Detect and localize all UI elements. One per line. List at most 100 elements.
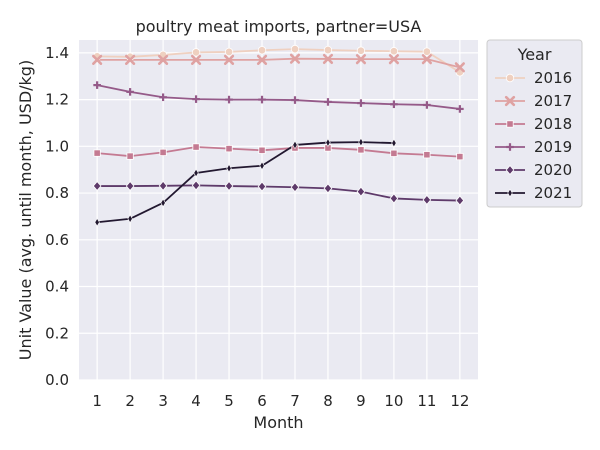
series-2020-point [323, 183, 333, 194]
series-2021-point [259, 161, 265, 171]
series-2017-point [190, 54, 202, 65]
series-2019-line [96, 84, 460, 110]
legend-label: 2020 [534, 161, 572, 179]
series-2016-point [224, 47, 234, 57]
legend-entry: 2016 [495, 69, 572, 87]
series-2020-point [356, 186, 366, 197]
series-2016-line [97, 48, 461, 74]
series-2018-point [159, 148, 167, 156]
y-tick-label: 0.8 [45, 184, 69, 202]
series-markers [92, 44, 465, 227]
series-2019-point [192, 95, 200, 103]
y-tick-label: 0.2 [45, 324, 69, 342]
series-2017-point [223, 54, 235, 65]
legend-swatch-marker [507, 188, 513, 198]
legend-label: 2017 [534, 92, 572, 110]
marker-stroke [223, 54, 235, 65]
series-2017-line [97, 57, 461, 69]
marker-stroke [256, 54, 268, 65]
series-2019-point [258, 95, 266, 104]
series-2016-point [356, 46, 366, 55]
x-tick-label: 1 [92, 392, 102, 410]
series-2018-point [225, 145, 233, 153]
legend-entry: 2018 [495, 115, 572, 133]
series-2021-line [97, 141, 394, 224]
series-lines [96, 48, 461, 224]
x-tick-label: 11 [417, 392, 436, 410]
x-tick-label: 10 [384, 392, 403, 410]
legend-label: 2016 [534, 69, 572, 87]
marker-stroke [190, 54, 202, 65]
series-2018-point [357, 146, 365, 154]
series-2019-point [357, 99, 365, 107]
series-2017-point [256, 54, 268, 65]
marker-stroke [504, 95, 516, 107]
x-axis-ticks: 1 2 3 4 5 6 7 8 9 10 11 12 [92, 392, 469, 410]
chart-title: poultry meat imports, partner=USA [136, 17, 422, 36]
series-2018-line [97, 146, 460, 158]
series-2020-point [191, 180, 201, 191]
series-2020-point [422, 194, 432, 205]
series-2020-point [92, 181, 102, 192]
legend-entry: 2021 [495, 184, 572, 202]
series-2020-point [290, 182, 300, 193]
marker-stroke [355, 54, 367, 65]
series-2016-point [323, 45, 333, 55]
x-tick-label: 2 [125, 392, 135, 410]
x-tick-label: 7 [290, 392, 300, 410]
legend-swatch-marker [505, 73, 515, 83]
series-2019-point [225, 95, 233, 104]
series-2019-point [291, 96, 299, 104]
series-2020-point [158, 180, 168, 191]
series-2018-point [423, 151, 431, 159]
marker-stroke [125, 54, 136, 65]
y-axis-ticks: 0.0 0.2 0.4 0.6 0.8 1.0 1.2 1.4 [45, 44, 69, 389]
series-2021-point [127, 214, 133, 224]
legend-label: 2021 [534, 184, 572, 202]
y-tick-label: 1.2 [45, 91, 69, 109]
series-2021-point [226, 163, 232, 173]
legend-label: 2019 [534, 138, 572, 156]
series-2019-point [159, 93, 167, 102]
marker-stroke [421, 54, 432, 65]
series-2019-point [126, 88, 134, 96]
series-2021-point [325, 138, 331, 147]
y-tick-label: 0.4 [45, 278, 69, 296]
legend-entry: 2019 [495, 138, 572, 156]
x-tick-label: 12 [450, 392, 469, 410]
series-2021-point [94, 217, 100, 227]
series-2018-point [192, 143, 200, 151]
series-2020-point [224, 181, 234, 192]
series-2018-point [126, 152, 134, 160]
y-axis-label: Unit Value (avg. until month, USD/kg) [16, 60, 35, 360]
x-tick-label: 3 [158, 392, 168, 410]
series-2019-point [324, 98, 332, 106]
legend-title: Year [517, 45, 552, 64]
legend-entries: 2016 2017 2018 2019 2020 2021 [495, 69, 572, 202]
x-tick-label: 9 [356, 392, 366, 410]
series-2021-point [358, 137, 364, 147]
y-tick-label: 0.6 [45, 231, 69, 249]
series-2017-point [388, 54, 400, 65]
series-2021-point [193, 168, 199, 178]
legend-swatch-marker [506, 120, 514, 128]
series-2020-point [257, 181, 267, 192]
series-2017-point [322, 53, 334, 65]
series-2019-point [93, 81, 101, 89]
x-tick-label: 6 [257, 392, 267, 410]
series-2017-point [92, 54, 103, 65]
x-tick-label: 5 [224, 392, 234, 410]
marker-stroke [157, 54, 169, 65]
series-2016-point [422, 47, 432, 56]
series-2021-point [391, 138, 397, 148]
legend-swatch-marker [504, 95, 516, 107]
legend-swatch-marker [505, 164, 515, 176]
x-tick-label: 4 [191, 392, 201, 410]
series-2016-point [191, 48, 201, 57]
plot-area [79, 40, 478, 380]
series-2020-point [125, 181, 135, 192]
marker-stroke [454, 62, 465, 73]
series-2018-point [456, 153, 464, 161]
series-2020-line [97, 184, 460, 202]
